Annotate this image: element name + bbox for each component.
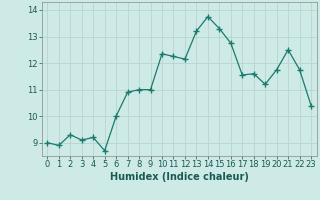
X-axis label: Humidex (Indice chaleur): Humidex (Indice chaleur) [110,172,249,182]
